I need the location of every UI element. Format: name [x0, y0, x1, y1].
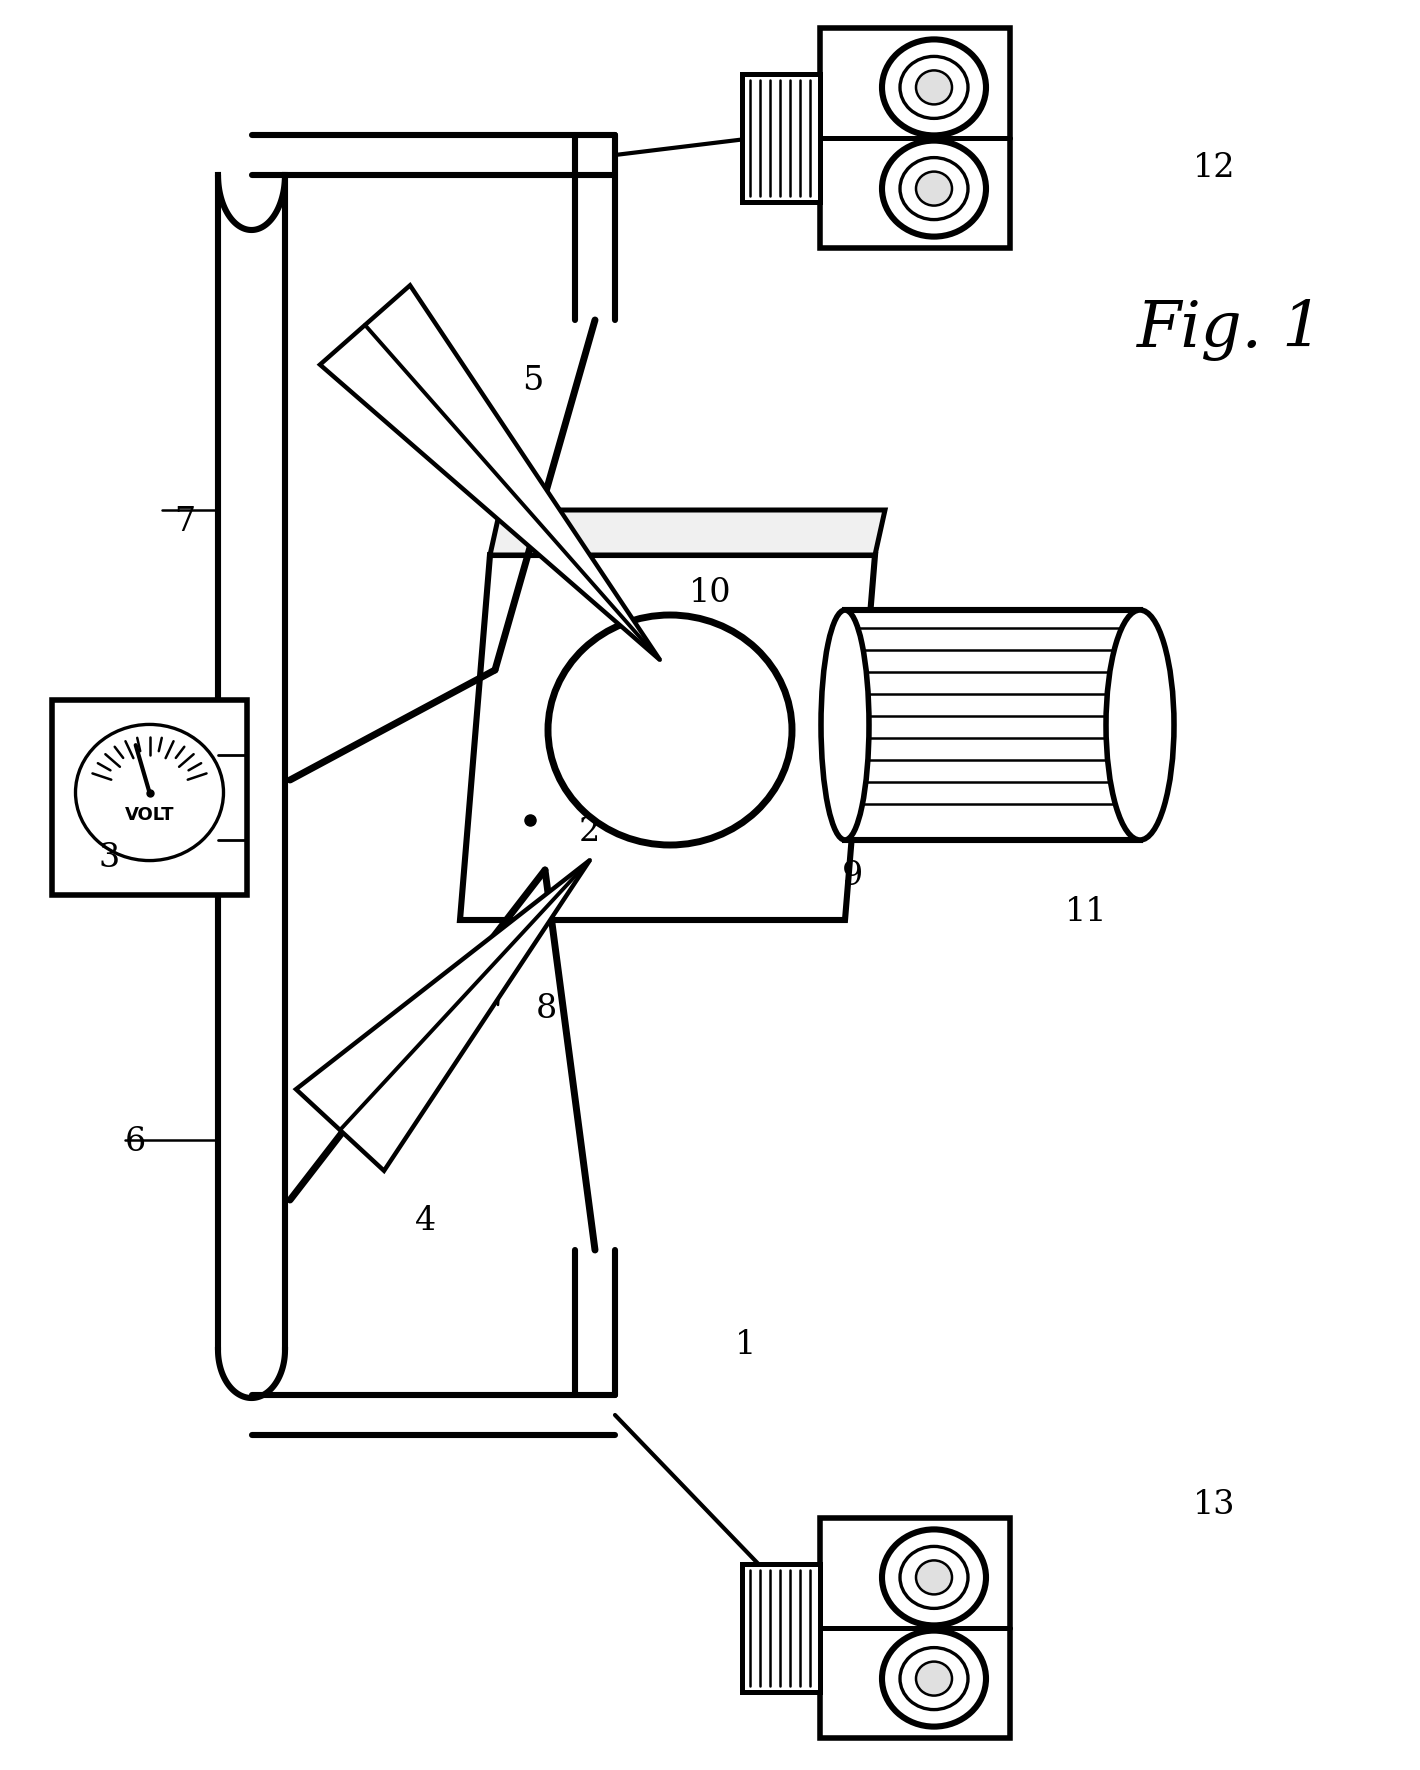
Text: 11: 11 — [1065, 896, 1108, 927]
Ellipse shape — [882, 1529, 985, 1625]
Bar — [743, 74, 819, 202]
Ellipse shape — [916, 1561, 951, 1595]
Text: 7: 7 — [175, 506, 195, 538]
Text: 13: 13 — [1193, 1489, 1235, 1520]
Text: 4: 4 — [416, 1205, 436, 1237]
Ellipse shape — [1106, 611, 1174, 841]
Polygon shape — [490, 510, 885, 556]
Ellipse shape — [75, 724, 223, 860]
Ellipse shape — [916, 172, 951, 205]
Text: 5: 5 — [521, 365, 544, 396]
Text: 12: 12 — [1193, 152, 1235, 184]
Ellipse shape — [916, 1662, 951, 1696]
Ellipse shape — [900, 1547, 968, 1609]
Ellipse shape — [882, 39, 985, 135]
Ellipse shape — [821, 611, 869, 841]
Bar — [53, 699, 247, 896]
Text: 1: 1 — [736, 1329, 755, 1361]
Text: 6: 6 — [125, 1126, 145, 1158]
Ellipse shape — [900, 158, 968, 219]
Text: VOLT: VOLT — [125, 805, 175, 823]
Text: Fig. 1: Fig. 1 — [1136, 299, 1323, 361]
Polygon shape — [460, 556, 875, 920]
Text: 2: 2 — [579, 816, 599, 848]
Ellipse shape — [548, 614, 792, 844]
Text: 10: 10 — [689, 577, 731, 609]
Ellipse shape — [916, 71, 951, 104]
Polygon shape — [295, 860, 589, 1170]
Text: 8: 8 — [537, 993, 557, 1025]
Bar — [743, 1565, 819, 1692]
Bar — [819, 1519, 1010, 1738]
Ellipse shape — [882, 140, 985, 237]
Ellipse shape — [900, 57, 968, 119]
Polygon shape — [320, 285, 660, 660]
Ellipse shape — [900, 1648, 968, 1710]
Bar — [845, 611, 1140, 841]
Ellipse shape — [882, 1630, 985, 1726]
Text: 9: 9 — [842, 860, 862, 892]
Text: 3: 3 — [99, 843, 119, 874]
Bar — [819, 28, 1010, 248]
